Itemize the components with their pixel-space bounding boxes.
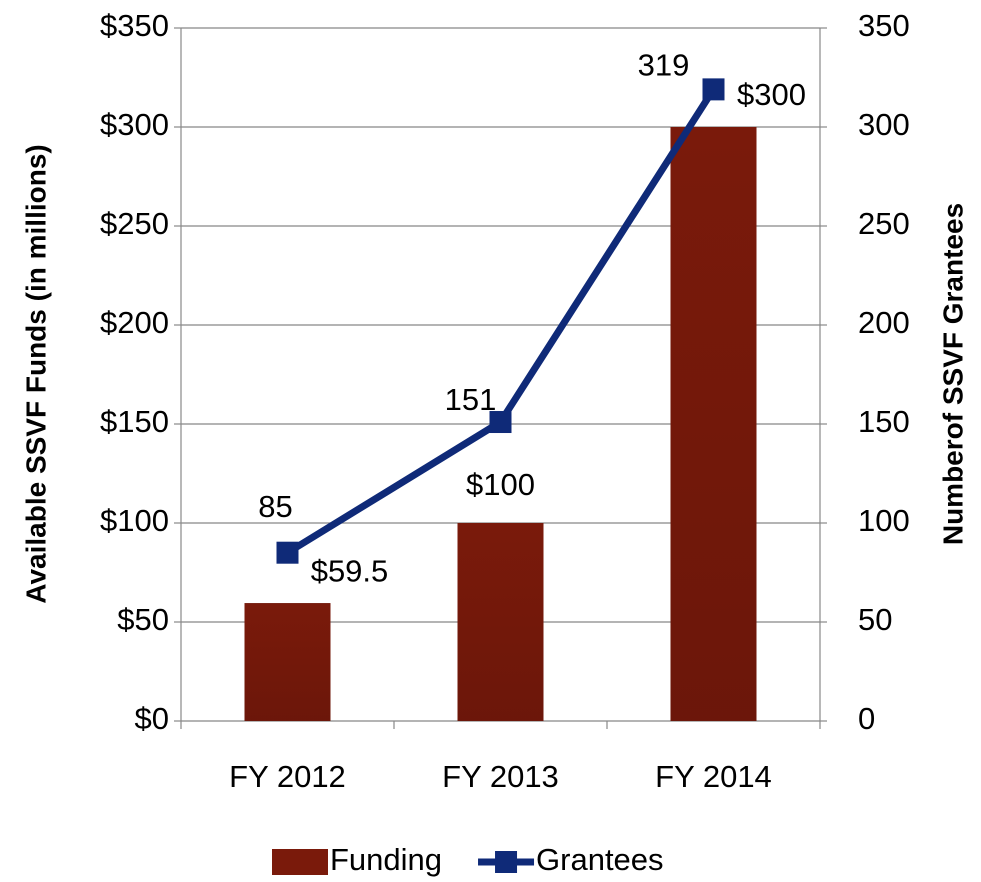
y2-tick-label: 150 (858, 404, 910, 439)
y-tick-label: $250 (100, 206, 169, 241)
y2-tick-label: 50 (858, 602, 892, 637)
x-tick-label: FY 2012 (229, 759, 346, 794)
y-tick-label: $200 (100, 305, 169, 340)
data-label: 319 (638, 48, 690, 83)
y-tick-label: $100 (100, 503, 169, 538)
data-label: $59.5 (311, 553, 389, 588)
y-tick-label: $0 (135, 701, 169, 736)
y2-axis-title: Numberof SSVF Grantees (937, 203, 968, 545)
line-marker (276, 541, 299, 564)
y-tick-label: $350 (100, 8, 169, 43)
data-label: $300 (737, 77, 806, 112)
x-tick-label: FY 2013 (442, 759, 559, 794)
x-tick-label: FY 2014 (655, 759, 772, 794)
line-marker (489, 411, 512, 434)
legend-label: Grantees (536, 842, 664, 877)
y-tick-label: $50 (117, 602, 169, 637)
legend-swatch (495, 851, 518, 873)
line-marker (702, 78, 725, 101)
y2-tick-label: 300 (858, 107, 910, 142)
legend-label: Funding (330, 842, 442, 877)
data-label: 85 (258, 489, 292, 524)
y-axis-title: Available SSVF Funds (in millions) (20, 144, 51, 603)
legend-swatch (272, 849, 328, 875)
bar (244, 603, 331, 721)
data-label: $100 (466, 467, 535, 502)
y2-tick-label: 200 (858, 305, 910, 340)
y2-tick-label: 100 (858, 503, 910, 538)
y2-tick-label: 0 (858, 701, 875, 736)
bar (670, 127, 757, 721)
data-label: 151 (445, 382, 497, 417)
y-tick-label: $150 (100, 404, 169, 439)
bar (457, 523, 544, 721)
y2-tick-label: 350 (858, 8, 910, 43)
y2-tick-label: 250 (858, 206, 910, 241)
y-tick-label: $300 (100, 107, 169, 142)
